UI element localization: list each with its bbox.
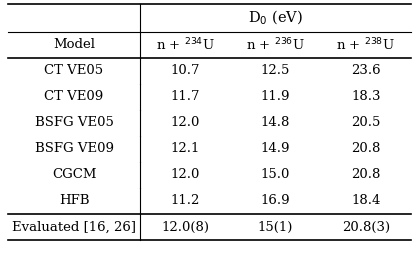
- Text: 11.7: 11.7: [171, 90, 200, 104]
- Text: 20.8(3): 20.8(3): [342, 221, 390, 234]
- Text: Model: Model: [53, 39, 95, 51]
- Text: 15.0: 15.0: [261, 169, 290, 181]
- Text: HFB: HFB: [59, 195, 89, 207]
- Text: Evaluated [16, 26]: Evaluated [16, 26]: [12, 221, 136, 234]
- Text: 12.0: 12.0: [171, 116, 200, 130]
- Text: CGCM: CGCM: [52, 169, 96, 181]
- Text: 12.5: 12.5: [261, 65, 290, 78]
- Text: 14.8: 14.8: [261, 116, 290, 130]
- Text: 12.0(8): 12.0(8): [161, 221, 209, 234]
- Text: BSFG VE05: BSFG VE05: [34, 116, 114, 130]
- Text: 18.3: 18.3: [351, 90, 380, 104]
- Text: 20.8: 20.8: [351, 169, 380, 181]
- Text: CT VE05: CT VE05: [44, 65, 103, 78]
- Text: BSFG VE09: BSFG VE09: [34, 142, 114, 155]
- Text: 16.9: 16.9: [261, 195, 290, 207]
- Text: 11.2: 11.2: [171, 195, 200, 207]
- Text: 18.4: 18.4: [351, 195, 380, 207]
- Text: 23.6: 23.6: [351, 65, 380, 78]
- Text: 20.5: 20.5: [351, 116, 380, 130]
- Text: 10.7: 10.7: [171, 65, 200, 78]
- Text: 12.1: 12.1: [171, 142, 200, 155]
- Text: 15(1): 15(1): [258, 221, 293, 234]
- Text: 20.8: 20.8: [351, 142, 380, 155]
- Text: 14.9: 14.9: [261, 142, 290, 155]
- Text: 12.0: 12.0: [171, 169, 200, 181]
- Text: CT VE09: CT VE09: [44, 90, 103, 104]
- Text: n + $^{236}$U: n + $^{236}$U: [246, 37, 305, 53]
- Text: 11.9: 11.9: [261, 90, 290, 104]
- Text: n + $^{238}$U: n + $^{238}$U: [336, 37, 395, 53]
- Text: D$_0$ (eV): D$_0$ (eV): [248, 9, 303, 27]
- Text: n + $^{234}$U: n + $^{234}$U: [156, 37, 215, 53]
